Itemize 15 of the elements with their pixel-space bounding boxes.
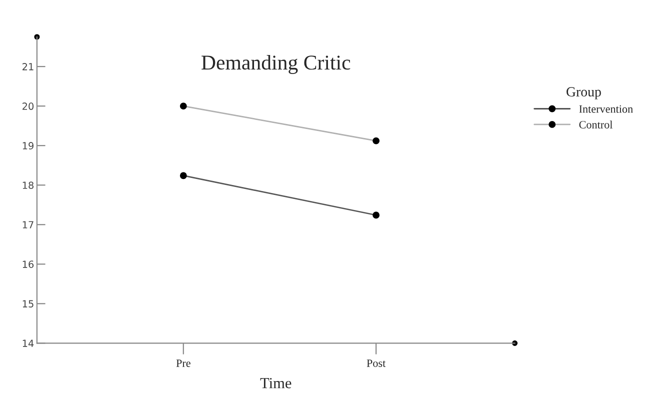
y-tick-label: 16 [22, 260, 34, 268]
y-tick-label: 17 [22, 221, 34, 228]
y-tick-label: 14 [22, 340, 34, 347]
legend-title: Group [566, 87, 601, 100]
text: Demanding Critic [202, 54, 350, 74]
x-axis-title: Time [260, 378, 292, 388]
y-tick-label: 18 [22, 182, 34, 189]
x-tick-label: Post [366, 360, 386, 367]
y-tick-label: 15 [22, 300, 34, 308]
legend-label: Control [579, 120, 613, 128]
y-tick-label: 21 [22, 63, 34, 70]
y-tick-label: 19 [22, 142, 34, 150]
x-tick-label: Pre [176, 360, 190, 367]
legend-label: Intervention [579, 105, 633, 113]
y-tick-label: 20 [22, 102, 34, 110]
